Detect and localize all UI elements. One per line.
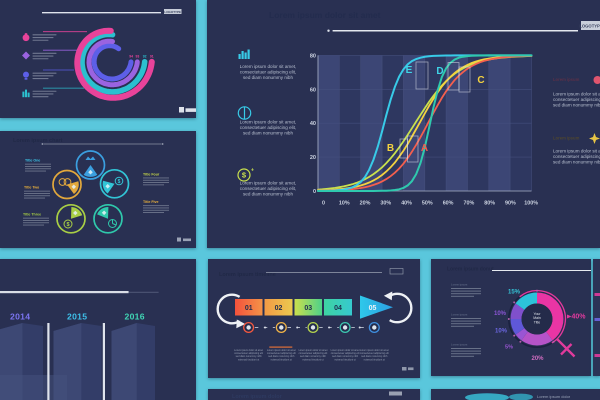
svg-text:E: E	[406, 65, 413, 76]
svg-text:sed diam nonummy nibh: sed diam nonummy nibh	[553, 160, 600, 165]
svg-text:consectetuer adipiscing elit: consectetuer adipiscing elit	[331, 352, 360, 355]
svg-text:2016: 2016	[125, 312, 145, 322]
svg-text:consectetuer adipiscing elit,: consectetuer adipiscing elit,	[553, 97, 600, 102]
svg-text:70%: 70%	[464, 201, 475, 207]
svg-text:consectetuer adipiscing elit: consectetuer adipiscing elit	[360, 352, 389, 355]
svg-text:10%: 10%	[494, 311, 507, 317]
svg-text:Title Four: Title Four	[143, 172, 160, 176]
svg-text:Lorem ipsum dolor: Lorem ipsum dolor	[537, 394, 571, 399]
svg-text:03: 03	[304, 305, 312, 312]
svg-text:5%: 5%	[505, 345, 513, 351]
svg-text:Lorem ipsum chart: Lorem ipsum chart	[13, 138, 63, 144]
svg-text:20%: 20%	[531, 356, 544, 362]
svg-text:Lorem ipsum dolor sit amet: Lorem ipsum dolor sit amet	[299, 349, 328, 352]
svg-text:D: D	[436, 66, 443, 77]
svg-text:94: 94	[129, 55, 133, 59]
svg-text:Lorem ipsum: Lorem ipsum	[451, 283, 468, 287]
svg-text:A: A	[421, 143, 428, 154]
svg-text:Lorem ipsum dolor sit amet: Lorem ipsum dolor sit amet	[234, 349, 263, 352]
svg-text:40: 40	[310, 121, 316, 127]
svg-text:20: 20	[310, 155, 316, 161]
svg-text:sed diam nonummy nibh: sed diam nonummy nibh	[236, 355, 263, 358]
svg-text:Lorem ipsum dolor: Lorem ipsum dolor	[232, 394, 283, 400]
svg-text:2014: 2014	[10, 312, 30, 322]
svg-text:80%: 80%	[484, 201, 495, 207]
svg-text:Lorem ipsum: Lorem ipsum	[451, 343, 468, 347]
svg-text:Title One: Title One	[25, 159, 40, 163]
svg-text:Lorem ipsum dolor sit amet: Lorem ipsum dolor sit amet	[269, 10, 381, 20]
svg-text:Lorem ipsum timeline: Lorem ipsum timeline	[219, 272, 276, 278]
svg-text:consectetuer adipiscing elit: consectetuer adipiscing elit	[234, 352, 263, 355]
svg-text:Title Two: Title Two	[24, 186, 40, 190]
svg-text:euismod tincidunt ut: euismod tincidunt ut	[238, 358, 260, 361]
svg-text:sed diam nonummy nibh: sed diam nonummy nibh	[243, 75, 293, 80]
svg-text:Title Three: Title Three	[23, 213, 41, 217]
svg-text:Lorem ipsum: Lorem ipsum	[553, 77, 580, 82]
svg-text:consectetuer adipiscing elit,: consectetuer adipiscing elit,	[240, 186, 296, 191]
svg-text:02: 02	[275, 305, 283, 312]
svg-text:Lorem ipsum donut: Lorem ipsum donut	[447, 267, 494, 273]
svg-text:92: 92	[143, 55, 147, 59]
svg-text:Your: Your	[533, 312, 541, 316]
svg-text:60: 60	[310, 87, 316, 93]
svg-text:+: +	[251, 168, 254, 174]
svg-text:Lorem ipsum dolor sit amet,: Lorem ipsum dolor sit amet,	[240, 181, 297, 186]
svg-text:euismod tincidunt ut: euismod tincidunt ut	[271, 358, 293, 361]
svg-text:$: $	[242, 171, 247, 180]
svg-text:93: 93	[136, 55, 140, 59]
svg-text:consectetuer adipiscing elit,: consectetuer adipiscing elit,	[240, 125, 296, 130]
svg-text:2015: 2015	[67, 312, 87, 322]
svg-text:0: 0	[313, 189, 316, 195]
svg-text:01: 01	[245, 305, 253, 312]
svg-text:consectetuer adipiscing elit: consectetuer adipiscing elit	[267, 352, 296, 355]
svg-text:Lorem ipsum dolor sit amet: Lorem ipsum dolor sit amet	[331, 349, 360, 352]
svg-text:LOGOTYPE: LOGOTYPE	[579, 24, 600, 29]
svg-text:sed diam nonummy nibh: sed diam nonummy nibh	[332, 355, 359, 358]
svg-text:0: 0	[322, 201, 325, 207]
svg-text:euismod tincidunt ut: euismod tincidunt ut	[302, 358, 324, 361]
svg-text:consectetuer adipiscing elit: consectetuer adipiscing elit	[299, 352, 328, 355]
svg-text:sed diam nonummy nibh: sed diam nonummy nibh	[243, 131, 293, 136]
svg-text:10%: 10%	[495, 329, 508, 335]
svg-text:sed diam nonummy nibh: sed diam nonummy nibh	[361, 355, 388, 358]
svg-text:20%: 20%	[360, 201, 371, 207]
svg-text:sed diam nonummy nibh: sed diam nonummy nibh	[300, 355, 327, 358]
svg-text:sed diam nonummy nibh: sed diam nonummy nibh	[268, 355, 295, 358]
svg-text:Title Five: Title Five	[143, 200, 159, 204]
svg-text:10%: 10%	[339, 201, 350, 207]
svg-text:Lorem ipsum dolor sit amet,: Lorem ipsum dolor sit amet,	[553, 149, 600, 154]
svg-text:B: B	[387, 143, 394, 154]
svg-text:Lorem ipsum dolor sit amet: Lorem ipsum dolor sit amet	[360, 349, 389, 352]
svg-text:60%: 60%	[443, 201, 454, 207]
svg-text:consectetuer adipiscing elit,: consectetuer adipiscing elit,	[553, 154, 600, 159]
svg-text:LOGOTYPE: LOGOTYPE	[164, 10, 181, 14]
svg-text:Lorem ipsum dolor sit amet: Lorem ipsum dolor sit amet	[267, 349, 296, 352]
svg-text:100%: 100%	[524, 201, 538, 207]
svg-text:$: $	[66, 222, 69, 228]
svg-text:Lorem ipsum dolor sit amet,: Lorem ipsum dolor sit amet,	[240, 120, 297, 125]
svg-text:Lorem ipsum: Lorem ipsum	[553, 136, 580, 141]
svg-text:40%: 40%	[571, 314, 586, 321]
svg-text:C: C	[477, 75, 484, 86]
svg-text:80: 80	[310, 53, 316, 59]
svg-text:30%: 30%	[380, 201, 391, 207]
svg-text:euismod tincidunt ut: euismod tincidunt ut	[334, 358, 356, 361]
svg-text:91: 91	[150, 55, 154, 59]
svg-text:05: 05	[369, 305, 377, 312]
svg-text:Lorem ipsum dolor sit amet,: Lorem ipsum dolor sit amet,	[240, 64, 297, 69]
svg-text:40%: 40%	[401, 201, 412, 207]
svg-text:$: $	[118, 179, 121, 185]
svg-text:Title: Title	[534, 321, 541, 325]
svg-text:04: 04	[334, 305, 342, 312]
svg-text:consectetuer adipiscing elit,: consectetuer adipiscing elit,	[240, 70, 296, 75]
svg-text:euismod tincidunt ut: euismod tincidunt ut	[364, 358, 386, 361]
svg-text:Lorem ipsum: Lorem ipsum	[451, 313, 468, 317]
svg-text:Lorem ipsum dolor sit amet,: Lorem ipsum dolor sit amet,	[553, 92, 600, 97]
svg-text:90%: 90%	[505, 201, 516, 207]
svg-text:sed diam nonummy nibh: sed diam nonummy nibh	[553, 103, 600, 108]
svg-text:50%: 50%	[422, 201, 433, 207]
svg-text:sed diam nonummy nibh: sed diam nonummy nibh	[243, 192, 293, 197]
svg-text:Main: Main	[533, 316, 541, 320]
svg-text:15%: 15%	[508, 290, 521, 296]
